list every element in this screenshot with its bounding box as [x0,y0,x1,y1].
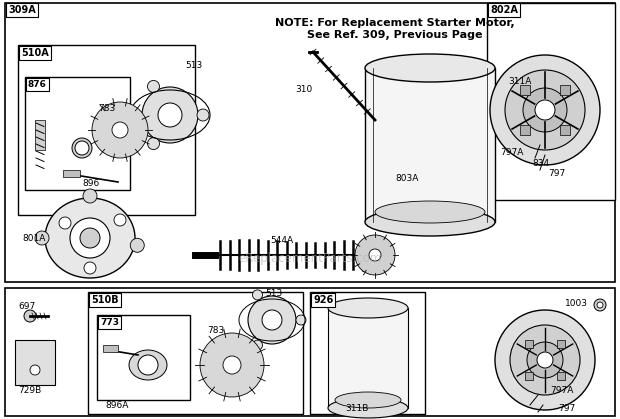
Circle shape [527,342,563,378]
Ellipse shape [335,392,401,408]
Text: 834: 834 [532,158,549,168]
Circle shape [148,137,159,150]
Circle shape [148,80,159,93]
Text: 729B: 729B [18,385,42,395]
Text: 896A: 896A [105,401,128,409]
Circle shape [114,214,126,226]
Ellipse shape [365,54,495,82]
Circle shape [252,290,262,300]
Bar [557,341,565,349]
Bar [487,3,615,200]
Bar [525,341,533,349]
Circle shape [510,325,580,395]
Text: 783: 783 [207,326,224,334]
Text: eReplacementParts.com: eReplacementParts.com [238,251,382,264]
Circle shape [296,315,306,325]
Circle shape [252,340,262,350]
Text: 896: 896 [82,178,99,187]
Circle shape [130,238,144,252]
Text: 510B: 510B [91,295,118,305]
Circle shape [35,231,49,245]
Circle shape [142,87,198,143]
Circle shape [92,102,148,158]
Circle shape [535,100,555,120]
Ellipse shape [328,298,408,318]
Text: 309A: 309A [8,5,36,15]
Text: 310: 310 [295,85,312,95]
Bar [310,292,425,414]
Text: 513: 513 [265,289,282,297]
Text: 513: 513 [185,60,202,70]
Bar [63,170,80,177]
Text: 802A: 802A [490,5,518,15]
Bar [103,345,118,352]
Circle shape [83,189,97,203]
Bar [520,85,530,95]
Bar [328,308,408,408]
Circle shape [248,296,296,344]
Circle shape [537,352,553,368]
Circle shape [84,262,96,274]
Circle shape [59,217,71,229]
Text: 544A: 544A [270,235,293,245]
Circle shape [223,356,241,374]
Text: 926: 926 [313,295,334,305]
Circle shape [523,88,567,132]
Text: 876: 876 [28,80,47,89]
Text: 797A: 797A [550,385,574,395]
Bar [5,3,615,282]
Text: 797A: 797A [500,147,523,157]
Ellipse shape [375,201,485,223]
Circle shape [30,365,40,375]
Circle shape [200,333,264,397]
Circle shape [158,103,182,127]
Bar [35,120,45,150]
Circle shape [75,141,89,155]
Bar [525,372,533,380]
Bar [15,340,55,385]
Text: 697: 697 [18,302,35,310]
Ellipse shape [129,350,167,380]
Text: 783: 783 [98,103,115,112]
Text: 311A: 311A [508,78,531,86]
Circle shape [490,55,600,165]
Circle shape [495,310,595,410]
Circle shape [112,122,128,138]
Bar [5,288,615,416]
Circle shape [594,299,606,311]
Text: 1003: 1003 [565,298,588,308]
Bar [520,125,530,135]
Circle shape [369,249,381,261]
Bar [18,45,195,215]
Circle shape [505,70,585,150]
Text: 797: 797 [558,403,575,412]
Ellipse shape [45,198,135,278]
Circle shape [197,109,209,121]
Circle shape [70,218,110,258]
Text: 510A: 510A [21,48,49,58]
Circle shape [24,310,36,322]
Text: 773: 773 [100,318,119,327]
Text: See Ref. 309, Previous Page: See Ref. 309, Previous Page [308,30,483,40]
Ellipse shape [72,138,92,158]
Text: NOTE: For Replacement Starter Motor,: NOTE: For Replacement Starter Motor, [275,18,515,28]
Ellipse shape [365,208,495,236]
Text: 803A: 803A [395,173,418,183]
Bar [88,292,303,414]
Bar [557,372,565,380]
Text: 311B: 311B [345,403,368,412]
Circle shape [355,235,395,275]
Circle shape [262,310,282,330]
Circle shape [138,355,158,375]
Bar [25,77,130,190]
Text: 797: 797 [548,168,565,178]
Ellipse shape [328,398,408,418]
Circle shape [597,302,603,308]
Bar [560,125,570,135]
Circle shape [80,228,100,248]
Bar [97,315,190,400]
Bar [560,85,570,95]
Bar [365,68,495,222]
Text: 801A: 801A [22,233,45,243]
